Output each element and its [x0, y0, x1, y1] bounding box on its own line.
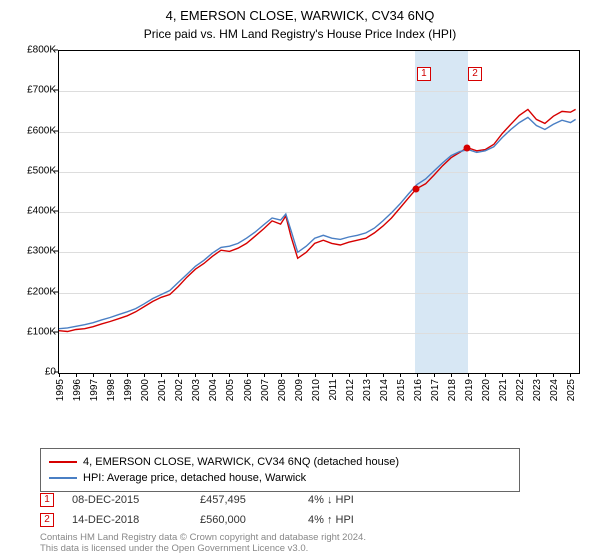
x-tick-mark — [127, 373, 128, 377]
chart-subtitle: Price paid vs. HM Land Registry's House … — [0, 23, 600, 41]
y-tick-label: £300K — [12, 246, 56, 257]
y-tick-label: £400K — [12, 206, 56, 217]
sale-point-2 — [464, 144, 471, 151]
x-tick-mark — [212, 373, 213, 377]
legend-label: 4, EMERSON CLOSE, WARWICK, CV34 6NQ (det… — [83, 456, 399, 468]
x-tick-mark — [383, 373, 384, 377]
sale-date: 14-DEC-2018 — [72, 514, 182, 526]
y-tick-label: £500K — [12, 165, 56, 176]
x-tick-mark — [366, 373, 367, 377]
sale-marker-2: 2 — [468, 67, 482, 81]
sales-table: 1 08-DEC-2015 £457,495 4% ↓ HPI 2 14-DEC-2018… — [40, 490, 408, 530]
chart-title: 4, EMERSON CLOSE, WARWICK, CV34 6NQ — [0, 0, 600, 23]
x-tick-mark — [59, 373, 60, 377]
sale-diff: 4% ↑ HPI — [308, 514, 408, 526]
sale-row: 2 14-DEC-2018 £560,000 4% ↑ HPI — [40, 510, 408, 530]
footer-attribution: Contains HM Land Registry data © Crown c… — [40, 532, 366, 555]
x-tick-mark — [485, 373, 486, 377]
x-tick-mark — [195, 373, 196, 377]
sale-row-marker: 1 — [40, 493, 54, 507]
legend-swatch — [49, 461, 77, 463]
plot-area: 1995199619971998199920002001200220032004… — [58, 50, 580, 374]
chart-container: 4, EMERSON CLOSE, WARWICK, CV34 6NQ Pric… — [0, 0, 600, 560]
sale-diff: 4% ↓ HPI — [308, 494, 408, 506]
x-tick-mark — [281, 373, 282, 377]
y-tick-label: £0 — [12, 367, 56, 378]
x-tick-mark — [434, 373, 435, 377]
x-tick-mark — [229, 373, 230, 377]
sale-point-1 — [413, 185, 420, 192]
x-tick-mark — [315, 373, 316, 377]
x-tick-mark — [264, 373, 265, 377]
x-tick-mark — [110, 373, 111, 377]
footer-line-1: Contains HM Land Registry data © Crown c… — [40, 532, 366, 543]
legend-row: HPI: Average price, detached house, Warw… — [49, 470, 511, 486]
y-tick-label: £200K — [12, 286, 56, 297]
x-tick-mark — [570, 373, 571, 377]
line-series-svg — [59, 51, 579, 373]
y-tick-label: £800K — [12, 45, 56, 56]
sale-price: £560,000 — [200, 514, 290, 526]
x-tick-mark — [93, 373, 94, 377]
x-tick-mark — [298, 373, 299, 377]
x-tick-mark — [417, 373, 418, 377]
footer-line-2: This data is licensed under the Open Gov… — [40, 543, 366, 554]
sale-row: 1 08-DEC-2015 £457,495 4% ↓ HPI — [40, 490, 408, 510]
x-tick-mark — [400, 373, 401, 377]
x-tick-mark — [247, 373, 248, 377]
sale-price: £457,495 — [200, 494, 290, 506]
x-tick-mark — [468, 373, 469, 377]
x-tick-mark — [536, 373, 537, 377]
y-tick-label: £600K — [12, 125, 56, 136]
x-tick-mark — [502, 373, 503, 377]
x-tick-mark — [451, 373, 452, 377]
x-tick-mark — [144, 373, 145, 377]
x-tick-mark — [332, 373, 333, 377]
x-tick-mark — [349, 373, 350, 377]
x-tick-mark — [553, 373, 554, 377]
x-tick-mark — [161, 373, 162, 377]
legend-swatch — [49, 477, 77, 479]
x-tick-mark — [178, 373, 179, 377]
y-tick-label: £100K — [12, 326, 56, 337]
y-tick-label: £700K — [12, 85, 56, 96]
series-line-hpi — [59, 117, 576, 328]
sale-marker-1: 1 — [417, 67, 431, 81]
sale-row-marker: 2 — [40, 513, 54, 527]
x-tick-mark — [76, 373, 77, 377]
sale-date: 08-DEC-2015 — [72, 494, 182, 506]
legend-label: HPI: Average price, detached house, Warw… — [83, 472, 306, 484]
chart-area: £0£100K£200K£300K£400K£500K£600K£700K£80… — [12, 50, 588, 410]
legend-box: 4, EMERSON CLOSE, WARWICK, CV34 6NQ (det… — [40, 448, 520, 492]
legend-row: 4, EMERSON CLOSE, WARWICK, CV34 6NQ (det… — [49, 454, 511, 470]
x-tick-mark — [519, 373, 520, 377]
